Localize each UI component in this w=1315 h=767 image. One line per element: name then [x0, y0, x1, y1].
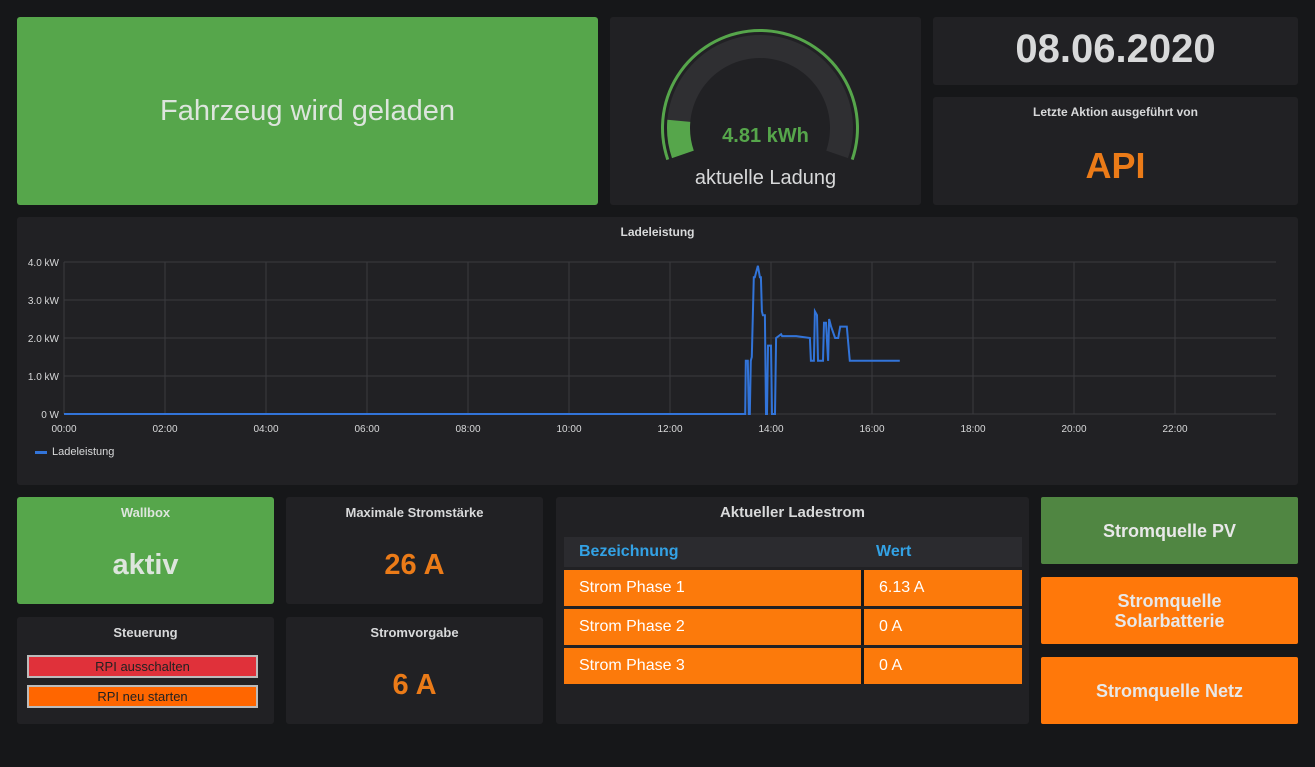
legend-color-swatch: [35, 450, 47, 454]
wallbox-panel: Wallbox aktiv: [17, 497, 274, 604]
y-tick-label: 1.0 kW: [28, 372, 60, 383]
chart-title: Ladeleistung: [620, 225, 695, 239]
max-current-title: Maximale Stromstärke: [345, 505, 484, 520]
column-header-name[interactable]: Bezeichnung: [564, 537, 861, 567]
control-title: Steuerung: [113, 625, 178, 640]
table-row: Strom Phase 1 6.13 A: [564, 570, 1022, 606]
last-action-panel: Letzte Aktion ausgeführt von API: [933, 97, 1298, 205]
wallbox-title: Wallbox: [120, 505, 171, 520]
column-header-value[interactable]: Wert: [861, 537, 1022, 567]
charge-gauge: [661, 28, 859, 161]
x-tick-label: 10:00: [556, 424, 581, 435]
current-setting-value: 6 A: [392, 669, 437, 701]
date-panel: 08.06.2020: [933, 17, 1298, 85]
cell-value: 0 A: [861, 648, 1022, 684]
legend-label: Ladeleistung: [52, 446, 115, 458]
charging-power-chart: 0 W 1.0 kW 2.0 kW 3.0 kW 4.0 kW 00:00 02:00 04:…: [28, 258, 1276, 435]
date-value: 08.06.2020: [1015, 27, 1216, 71]
max-current-value: 26 A: [384, 549, 445, 581]
charging-status-panel: Fahrzeug wird geladen: [17, 17, 598, 205]
x-tick-label: 22:00: [1162, 424, 1187, 435]
x-tick-label: 12:00: [657, 424, 682, 435]
gauge-fill: [667, 119, 694, 159]
cell-name: Strom Phase 1: [564, 570, 861, 606]
cell-value: 0 A: [861, 609, 1022, 645]
x-tick-label: 16:00: [859, 424, 884, 435]
x-tick-label: 04:00: [253, 424, 278, 435]
charging-power-chart-panel: Ladeleistung 0 W 1.0 kW 2.0 kW 3.0 kW 4.0 kW…: [17, 217, 1298, 485]
gauge-track: [667, 34, 853, 159]
gauge-value: 4.81 kWh: [722, 125, 809, 147]
current-setting-title: Stromvorgabe: [370, 625, 459, 640]
cell-name: Strom Phase 3: [564, 648, 861, 684]
y-tick-label: 4.0 kW: [28, 258, 60, 269]
source-grid-tile: Stromquelle Netz: [1041, 657, 1298, 724]
y-tick-label: 2.0 kW: [28, 334, 60, 345]
cell-name: Strom Phase 2: [564, 609, 861, 645]
y-tick-label: 3.0 kW: [28, 296, 60, 307]
table-title: Aktueller Ladestrom: [719, 504, 866, 521]
x-tick-label: 20:00: [1061, 424, 1086, 435]
x-tick-label: 02:00: [152, 424, 177, 435]
last-action-value: API: [1085, 145, 1146, 186]
x-tick-label: 08:00: [455, 424, 480, 435]
rpi-shutdown-button[interactable]: RPI ausschalten: [27, 655, 258, 678]
x-tick-label: 00:00: [51, 424, 76, 435]
gauge-label: aktuelle Ladung: [694, 167, 837, 189]
charging-status-text: Fahrzeug wird geladen: [159, 95, 455, 127]
wallbox-value: aktiv: [112, 549, 179, 581]
charging-current-table-panel: Aktueller Ladestrom Bezeichnung Wert Str…: [556, 497, 1029, 724]
x-tick-label: 14:00: [758, 424, 783, 435]
charging-current-table: Bezeichnung Wert Strom Phase 1 6.13 A Str…: [564, 534, 1022, 687]
chart-legend-item[interactable]: Ladeleistung: [35, 446, 114, 458]
x-tick-label: 18:00: [960, 424, 985, 435]
gauge-panel: 4.81 kWh aktuelle Ladung: [610, 17, 921, 205]
series-line-ladeleistung: [64, 265, 900, 415]
source-solar-battery-tile: Stromquelle Solarbatterie: [1041, 577, 1298, 644]
table-header-row: Bezeichnung Wert: [564, 537, 1022, 567]
source-pv-tile: Stromquelle PV: [1041, 497, 1298, 564]
control-panel: Steuerung RPI ausschalten RPI neu starte…: [17, 617, 274, 724]
rpi-restart-button[interactable]: RPI neu starten: [27, 685, 258, 708]
cell-value: 6.13 A: [861, 570, 1022, 606]
y-tick-label: 0 W: [41, 410, 59, 421]
last-action-title: Letzte Aktion ausgeführt von: [1033, 105, 1198, 119]
max-current-panel: Maximale Stromstärke 26 A: [286, 497, 543, 604]
current-setting-panel: Stromvorgabe 6 A: [286, 617, 543, 724]
x-tick-label: 06:00: [354, 424, 379, 435]
